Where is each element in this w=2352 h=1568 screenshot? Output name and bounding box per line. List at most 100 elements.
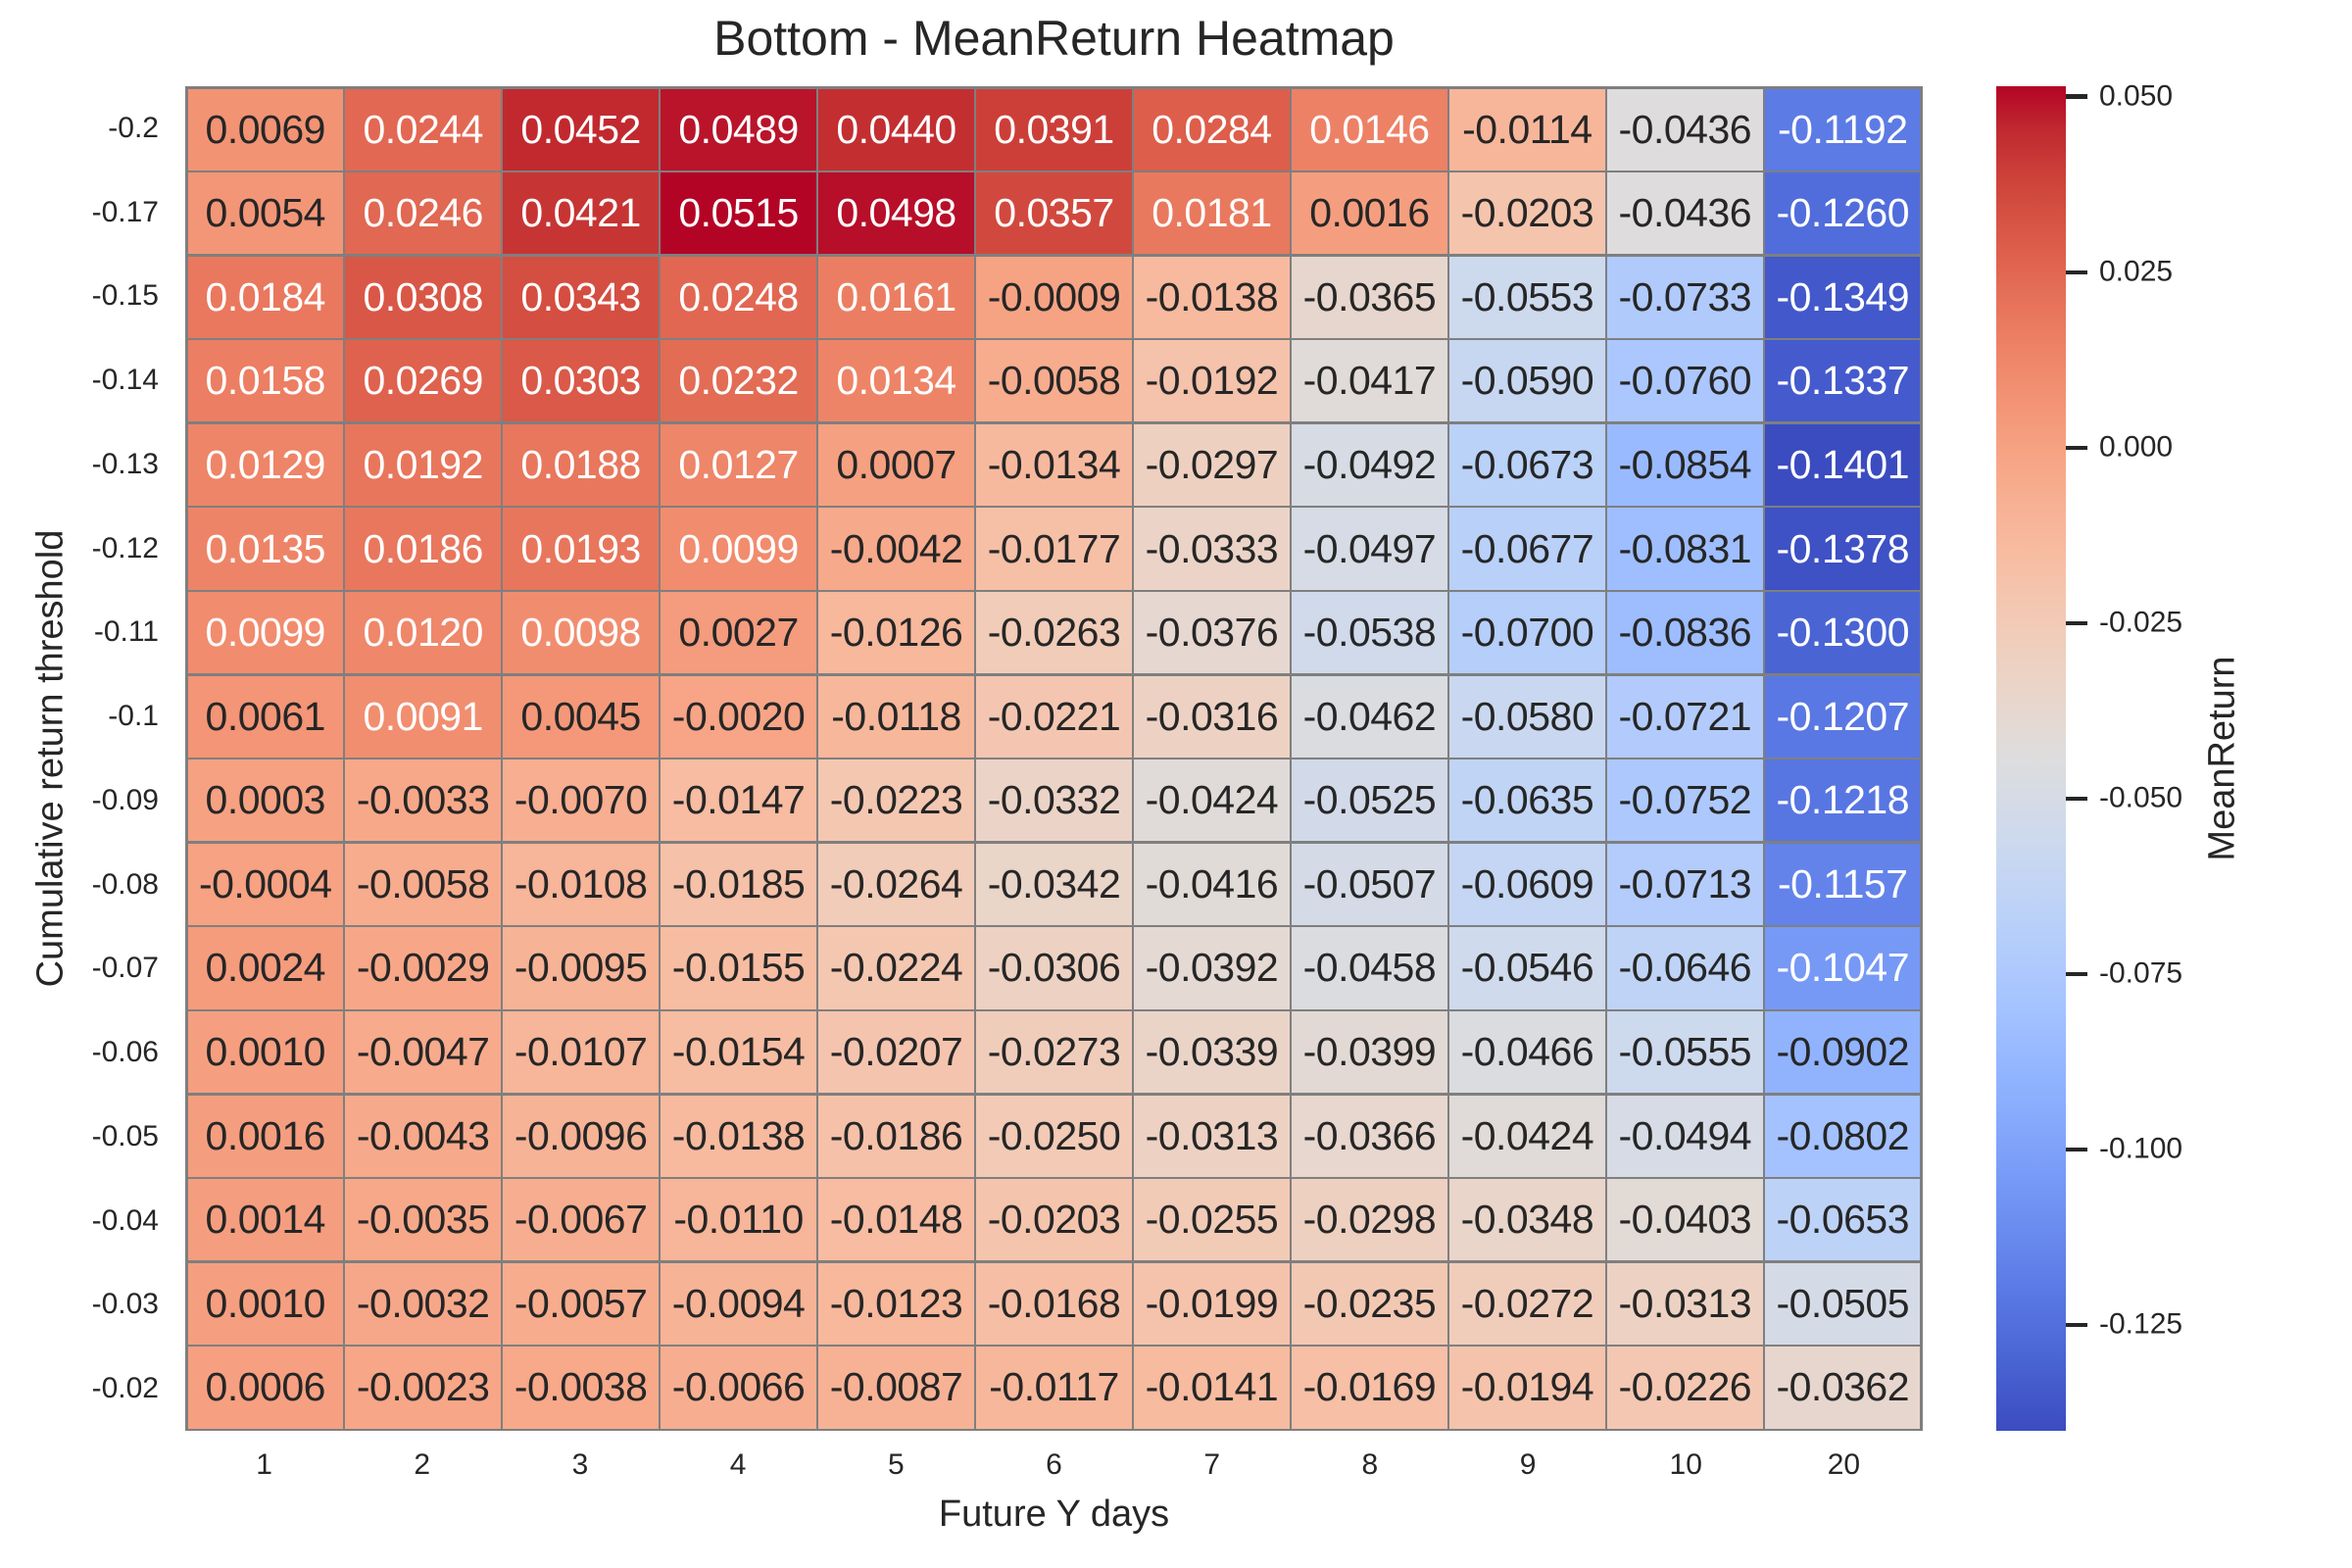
heatmap-cell: 0.0003 — [187, 760, 343, 842]
heatmap-cell: 0.0246 — [345, 172, 501, 255]
heatmap-cell: -0.0646 — [1607, 927, 1763, 1009]
y-tick-label: -0.03 — [91, 1288, 159, 1321]
heatmap-cell: -0.0226 — [1607, 1347, 1763, 1429]
x-tick-label: 3 — [571, 1448, 589, 1481]
heatmap-cell: 0.0016 — [1292, 172, 1447, 255]
heatmap-cell: -0.0058 — [976, 340, 1132, 422]
heatmap-cell: 0.0357 — [976, 172, 1132, 255]
heatmap-cell: 0.0186 — [345, 508, 501, 590]
x-tick-label: 6 — [1046, 1448, 1062, 1481]
y-tick-label: -0.09 — [91, 783, 159, 816]
heatmap-cell: -0.0134 — [976, 423, 1132, 506]
heatmap-cell: 0.0284 — [1134, 88, 1290, 171]
heatmap-cell: 0.0146 — [1292, 88, 1447, 171]
heatmap-cell: -0.0507 — [1292, 843, 1447, 925]
heatmap-cell: -0.0424 — [1134, 760, 1290, 842]
heatmap-cell: 0.0135 — [187, 508, 343, 590]
heatmap-cell: -0.0004 — [187, 843, 343, 925]
heatmap-cell: -0.0255 — [1134, 1179, 1290, 1261]
heatmap-cell: 0.0184 — [187, 256, 343, 338]
y-tick-label: -0.13 — [91, 447, 159, 480]
heatmap-cell: -0.0177 — [976, 508, 1132, 590]
y-tick-label: -0.08 — [91, 867, 159, 901]
y-tick-label: -0.07 — [91, 952, 159, 985]
heatmap-cell: -0.0057 — [503, 1262, 659, 1345]
heatmap-cell: -0.0458 — [1292, 927, 1447, 1009]
heatmap-cell: -0.0264 — [818, 843, 974, 925]
heatmap-cell: -0.0760 — [1607, 340, 1763, 422]
heatmap-cell: -0.0009 — [976, 256, 1132, 338]
heatmap-cell: -0.0332 — [976, 760, 1132, 842]
heatmap-cell: 0.0452 — [503, 88, 659, 171]
heatmap-cell: -0.0339 — [1134, 1011, 1290, 1094]
heatmap-cell: -0.0035 — [345, 1179, 501, 1261]
heatmap-cell: -0.0138 — [1134, 256, 1290, 338]
heatmap-cell: -0.0721 — [1607, 675, 1763, 758]
heatmap-cell: -0.1218 — [1765, 760, 1921, 842]
heatmap-cell: 0.0303 — [503, 340, 659, 422]
heatmap-cell: -0.0194 — [1449, 1347, 1605, 1429]
heatmap-cell: -0.0635 — [1449, 760, 1605, 842]
heatmap-cell: 0.0244 — [345, 88, 501, 171]
colorbar-tick-label: 0.000 — [2099, 430, 2174, 464]
heatmap-cell: -0.0154 — [661, 1011, 816, 1094]
x-tick-label: 4 — [729, 1448, 747, 1481]
heatmap-cell: -0.0221 — [976, 675, 1132, 758]
heatmap-cell: -0.0462 — [1292, 675, 1447, 758]
heatmap-cell: 0.0061 — [187, 675, 343, 758]
heatmap-cell: -0.0348 — [1449, 1179, 1605, 1261]
heatmap-cell: -0.0436 — [1607, 88, 1763, 171]
colorbar-tick-label: 0.025 — [2099, 255, 2174, 288]
heatmap-cell: -0.1337 — [1765, 340, 1921, 422]
heatmap-cell: 0.0181 — [1134, 172, 1290, 255]
y-tick-label: -0.15 — [91, 279, 159, 313]
heatmap-cell: 0.0099 — [661, 508, 816, 590]
heatmap-cell: 0.0129 — [187, 423, 343, 506]
colorbar-tick-mark — [2066, 445, 2087, 451]
heatmap-cell: -0.0854 — [1607, 423, 1763, 506]
heatmap-cell: 0.0099 — [187, 592, 343, 674]
heatmap-cell: -0.1401 — [1765, 423, 1921, 506]
heatmap-cell: -0.0138 — [661, 1095, 816, 1177]
heatmap-cell: -0.0313 — [1607, 1262, 1763, 1345]
heatmap-cell: -0.0316 — [1134, 675, 1290, 758]
heatmap-cell: 0.0006 — [187, 1347, 343, 1429]
x-tick-label: 2 — [414, 1448, 431, 1481]
heatmap-cell: -0.0095 — [503, 927, 659, 1009]
heatmap-cell: 0.0421 — [503, 172, 659, 255]
colorbar-tick-mark — [2066, 796, 2087, 802]
x-axis-title: Future Y days — [938, 1494, 1170, 1535]
heatmap-cell: -0.0186 — [818, 1095, 974, 1177]
heatmap-cell: -0.0087 — [818, 1347, 974, 1429]
heatmap-cell: 0.0269 — [345, 340, 501, 422]
heatmap-cell: 0.0091 — [345, 675, 501, 758]
heatmap-cell: -0.0546 — [1449, 927, 1605, 1009]
heatmap-cell: -0.0417 — [1292, 340, 1447, 422]
heatmap-cell: -0.0042 — [818, 508, 974, 590]
heatmap-cell: -0.0590 — [1449, 340, 1605, 422]
heatmap-cell: -0.0333 — [1134, 508, 1290, 590]
heatmap-cell: -0.0023 — [345, 1347, 501, 1429]
heatmap-cell: -0.0580 — [1449, 675, 1605, 758]
heatmap-cell: -0.0313 — [1134, 1095, 1290, 1177]
heatmap-cell: -0.0020 — [661, 675, 816, 758]
heatmap-cell: -0.0110 — [661, 1179, 816, 1261]
colorbar-tick-label: -0.050 — [2099, 781, 2183, 814]
heatmap-cell: -0.0392 — [1134, 927, 1290, 1009]
heatmap-cell: -0.0199 — [1134, 1262, 1290, 1345]
heatmap-cell: -0.0047 — [345, 1011, 501, 1094]
heatmap-cell: -0.0403 — [1607, 1179, 1763, 1261]
heatmap-cell: -0.0148 — [818, 1179, 974, 1261]
heatmap-cell: -0.0185 — [661, 843, 816, 925]
heatmap-cell: -0.0108 — [503, 843, 659, 925]
heatmap-cell: -0.0505 — [1765, 1262, 1921, 1345]
heatmap-cell: -0.0224 — [818, 927, 974, 1009]
heatmap-cell: 0.0489 — [661, 88, 816, 171]
heatmap-cell: -0.0250 — [976, 1095, 1132, 1177]
heatmap-cell: -0.0297 — [1134, 423, 1290, 506]
heatmap-cell: -0.1378 — [1765, 508, 1921, 590]
heatmap-cell: -0.0831 — [1607, 508, 1763, 590]
heatmap-cell: -0.0494 — [1607, 1095, 1763, 1177]
heatmap-cell: 0.0054 — [187, 172, 343, 255]
heatmap-cell: -0.0342 — [976, 843, 1132, 925]
